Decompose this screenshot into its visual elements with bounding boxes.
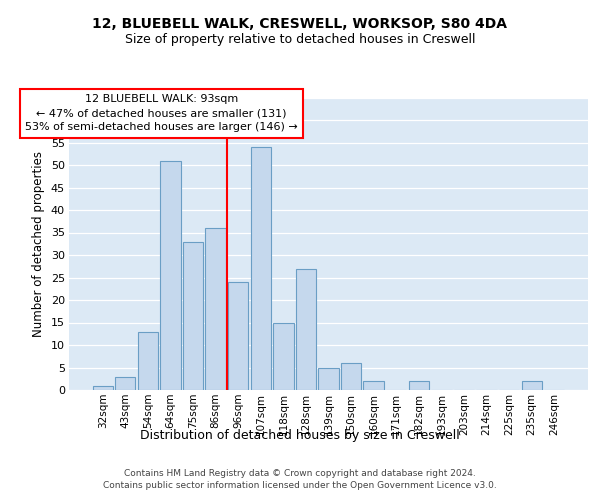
Bar	[160, 160, 181, 390]
Bar	[273, 322, 293, 390]
Text: 12, BLUEBELL WALK, CRESWELL, WORKSOP, S80 4DA: 12, BLUEBELL WALK, CRESWELL, WORKSOP, S8…	[92, 18, 508, 32]
Bar	[409, 381, 429, 390]
Text: Contains HM Land Registry data © Crown copyright and database right 2024.: Contains HM Land Registry data © Crown c…	[124, 470, 476, 478]
Bar	[296, 268, 316, 390]
Bar	[138, 332, 158, 390]
Bar	[251, 147, 271, 390]
Text: 12 BLUEBELL WALK: 93sqm
← 47% of detached houses are smaller (131)
53% of semi-d: 12 BLUEBELL WALK: 93sqm ← 47% of detache…	[25, 94, 298, 132]
Text: Contains public sector information licensed under the Open Government Licence v3: Contains public sector information licen…	[103, 480, 497, 490]
Bar	[521, 381, 542, 390]
Y-axis label: Number of detached properties: Number of detached properties	[32, 151, 45, 337]
Text: Distribution of detached houses by size in Creswell: Distribution of detached houses by size …	[140, 428, 460, 442]
Bar	[92, 386, 113, 390]
Bar	[364, 381, 384, 390]
Bar	[341, 363, 361, 390]
Bar	[205, 228, 226, 390]
Bar	[228, 282, 248, 390]
Bar	[115, 376, 136, 390]
Text: Size of property relative to detached houses in Creswell: Size of property relative to detached ho…	[125, 32, 475, 46]
Bar	[183, 242, 203, 390]
Bar	[319, 368, 338, 390]
